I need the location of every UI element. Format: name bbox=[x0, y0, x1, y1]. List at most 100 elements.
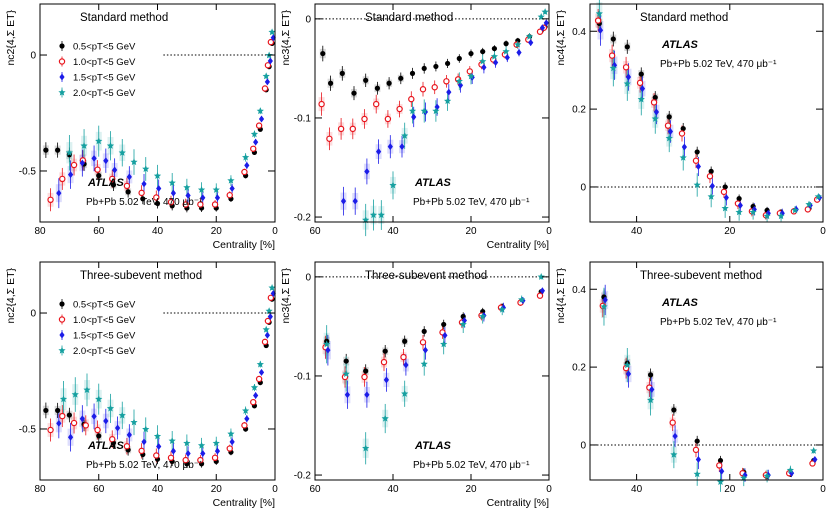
data-point bbox=[79, 415, 85, 423]
data-point bbox=[401, 131, 409, 139]
series-2 bbox=[599, 302, 816, 479]
legend-marker bbox=[59, 43, 65, 49]
data-point bbox=[455, 77, 463, 85]
data-point bbox=[268, 28, 276, 36]
data-point bbox=[443, 78, 450, 85]
y-tick-label: 0 bbox=[305, 272, 311, 283]
y-tick-label: 0 bbox=[305, 14, 311, 25]
legend-marker bbox=[58, 88, 66, 96]
data-point bbox=[153, 452, 160, 459]
series-3 bbox=[325, 287, 545, 399]
data-point bbox=[227, 430, 235, 438]
series-2 bbox=[47, 38, 275, 208]
data-point bbox=[625, 370, 632, 378]
data-point bbox=[256, 360, 264, 368]
data-point bbox=[258, 115, 265, 123]
data-point bbox=[197, 441, 206, 449]
data-point bbox=[214, 194, 221, 202]
data-point bbox=[106, 141, 115, 149]
data-point bbox=[594, 17, 602, 24]
data-point bbox=[267, 38, 275, 46]
data-point bbox=[80, 141, 88, 149]
data-point bbox=[94, 426, 101, 434]
y-tick-label: -0.2 bbox=[294, 213, 312, 224]
data-point bbox=[468, 50, 474, 57]
data-point bbox=[650, 99, 658, 106]
data-point bbox=[652, 94, 658, 101]
data-point bbox=[639, 85, 646, 93]
data-point bbox=[467, 72, 475, 80]
data-point bbox=[110, 182, 117, 188]
data-point bbox=[480, 48, 486, 55]
x-tick-label: 60 bbox=[309, 226, 321, 237]
data-point bbox=[153, 194, 160, 201]
data-point bbox=[83, 386, 91, 393]
x-tick-label: 20 bbox=[724, 226, 736, 237]
data-point bbox=[326, 135, 333, 142]
data-point bbox=[740, 474, 748, 482]
series-3 bbox=[56, 34, 276, 202]
data-point bbox=[265, 307, 273, 315]
data-point bbox=[168, 179, 176, 186]
data-point bbox=[401, 389, 409, 397]
panel-2: 60 40 20 0 0 -0.1 -0.2 Standard method nc3{4,Σ E… bbox=[280, 3, 552, 251]
data-point bbox=[400, 353, 407, 361]
series-4 bbox=[362, 8, 549, 224]
data-point bbox=[94, 166, 101, 173]
data-point bbox=[504, 54, 510, 61]
atlas-label: ATLAS bbox=[87, 177, 125, 189]
data-point bbox=[261, 338, 269, 346]
data-point bbox=[708, 168, 714, 174]
data-point bbox=[466, 68, 473, 75]
x-tick-label: 0 bbox=[820, 226, 826, 237]
legend-label: 1.5<pT<5 GeV bbox=[73, 331, 136, 342]
data-point bbox=[717, 457, 724, 464]
data-point bbox=[636, 79, 644, 87]
data-point bbox=[182, 201, 189, 208]
data-point bbox=[720, 188, 728, 196]
data-point bbox=[256, 107, 264, 115]
data-point bbox=[361, 373, 368, 381]
x-tick-label: 60 bbox=[93, 484, 105, 495]
data-point bbox=[229, 185, 235, 193]
legend-marker bbox=[58, 346, 66, 354]
data-point bbox=[669, 419, 676, 426]
y-axis-label: nc2{4,Σ ET} bbox=[5, 10, 17, 66]
data-point bbox=[681, 143, 687, 151]
data-point bbox=[363, 77, 369, 83]
data-point bbox=[670, 450, 678, 458]
data-point bbox=[539, 287, 545, 295]
series-2 bbox=[47, 294, 275, 464]
data-point bbox=[536, 292, 544, 299]
data-point bbox=[364, 391, 370, 399]
data-point bbox=[103, 417, 109, 425]
data-point bbox=[242, 406, 250, 414]
series-3 bbox=[602, 296, 818, 479]
y-axis-label: nc4{4,Σ ET} bbox=[555, 268, 567, 324]
data-point bbox=[168, 437, 176, 444]
data-point bbox=[672, 432, 678, 440]
data-point bbox=[141, 180, 147, 188]
data-point bbox=[763, 472, 771, 480]
data-point bbox=[250, 130, 259, 138]
data-point bbox=[250, 145, 257, 152]
data-point bbox=[123, 443, 131, 450]
data-point bbox=[493, 58, 499, 66]
data-point bbox=[680, 125, 686, 132]
data-point bbox=[445, 60, 451, 67]
panel-5: 60 40 20 0 0 -0.1 -0.2 Three-subevent method nc3… bbox=[280, 261, 552, 509]
data-point bbox=[253, 138, 259, 146]
x-tick-label: 40 bbox=[631, 484, 643, 495]
data-point bbox=[67, 433, 74, 441]
data-point bbox=[323, 340, 331, 348]
data-point bbox=[118, 411, 126, 419]
data-point bbox=[114, 424, 121, 432]
data-point bbox=[441, 321, 447, 328]
data-point bbox=[264, 62, 272, 69]
data-point bbox=[810, 446, 818, 454]
data-point bbox=[665, 134, 673, 142]
data-point bbox=[214, 447, 221, 455]
data-point bbox=[408, 95, 415, 103]
y-tick-label: 0 bbox=[30, 51, 36, 62]
data-point bbox=[461, 316, 467, 324]
